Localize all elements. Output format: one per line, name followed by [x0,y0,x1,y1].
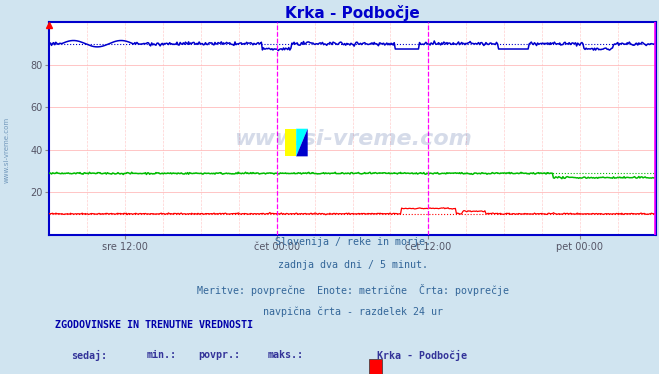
Text: maks.:: maks.: [268,350,304,360]
Text: ZGODOVINSKE IN TRENUTNE VREDNOSTI: ZGODOVINSKE IN TRENUTNE VREDNOSTI [55,320,254,330]
Bar [285,129,296,156]
Text: povpr.:: povpr.: [198,350,241,360]
Polygon shape [296,129,308,156]
Text: sedaj:: sedaj: [71,350,107,361]
Text: www.si-vreme.com: www.si-vreme.com [234,129,471,149]
Text: Krka - Podbočje: Krka - Podbočje [377,350,467,361]
Text: Meritve: povprečne  Enote: metrične  Črta: povprečje: Meritve: povprečne Enote: metrične Črta:… [196,284,509,296]
Polygon shape [296,129,308,156]
Text: www.si-vreme.com: www.si-vreme.com [3,117,10,183]
Text: zadnja dva dni / 5 minut.: zadnja dva dni / 5 minut. [277,260,428,270]
Bar [369,359,382,374]
Text: Slovenija / reke in morje.: Slovenija / reke in morje. [275,237,430,247]
Text: navpična črta - razdelek 24 ur: navpična črta - razdelek 24 ur [262,307,443,318]
Title: Krka - Podbočje: Krka - Podbočje [285,5,420,21]
Text: min.:: min.: [147,350,177,360]
